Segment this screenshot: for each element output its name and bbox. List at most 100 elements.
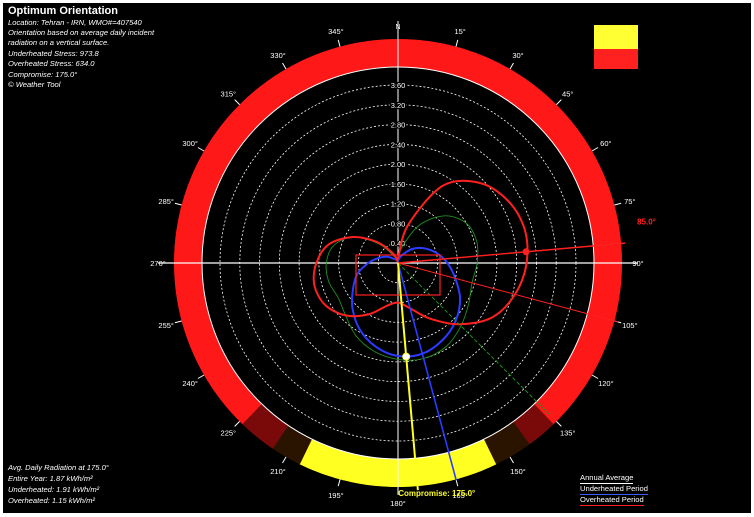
ring-segment <box>571 157 600 178</box>
ring-segment <box>404 458 414 487</box>
ring-segment <box>190 335 219 355</box>
angle-tick-label: 330° <box>270 51 286 60</box>
ring-segment <box>586 310 616 326</box>
angle-tick <box>197 147 205 152</box>
ring-segment <box>581 323 612 341</box>
ring-segment <box>389 458 398 487</box>
ring-segment <box>178 303 208 318</box>
compromise-line: Compromise: 175.0° <box>8 70 78 79</box>
ring-segment <box>584 317 614 333</box>
angle-tick-label: 225° <box>221 429 237 438</box>
ring-segment <box>374 39 386 69</box>
ring-segment <box>212 130 240 154</box>
ring-segment <box>538 107 565 133</box>
ring-segment <box>390 39 399 68</box>
ring-segment <box>552 125 580 149</box>
ring-segment <box>321 49 339 79</box>
angle-tick <box>337 479 341 487</box>
ring-segment <box>588 303 618 318</box>
north-label: N <box>395 24 400 31</box>
angle-tick <box>337 39 341 47</box>
ring-segment <box>556 372 584 396</box>
angle-tick <box>455 479 459 487</box>
angle-tick-label: 210° <box>270 467 286 476</box>
ring-segment <box>590 290 620 303</box>
ring-segment <box>286 64 307 94</box>
ring-segment <box>589 216 619 230</box>
ring-segment <box>586 201 616 217</box>
ring-segment <box>523 91 549 118</box>
ring-segment <box>174 246 203 257</box>
color-swatch-overheated <box>594 49 638 69</box>
ring-segment <box>265 421 289 449</box>
overheated-direction-line <box>397 242 626 264</box>
ring-segment <box>518 413 542 440</box>
ring-segment <box>543 113 571 138</box>
angle-tick <box>556 421 562 427</box>
ring-segment <box>241 403 267 430</box>
ring-segment <box>398 39 407 68</box>
ring-segment <box>523 408 548 436</box>
ring-segment <box>489 432 510 462</box>
radial-tick-label: 1.60 <box>391 180 406 189</box>
ring-segment <box>593 263 622 272</box>
ring-segment <box>184 185 215 203</box>
ring-segment <box>226 112 253 138</box>
ring-segment <box>593 255 622 264</box>
ring-segment <box>180 309 210 325</box>
best-overheated-label: 85.0° <box>637 217 656 226</box>
ring-segment <box>534 101 560 128</box>
ring-segment <box>177 296 207 310</box>
ring-segment <box>529 96 555 123</box>
ring-segment <box>180 200 210 216</box>
ring-segment <box>266 76 289 105</box>
angle-tick-label: 15° <box>454 27 465 36</box>
ring-segment <box>431 454 445 484</box>
radial-tick-label: 2.00 <box>391 160 406 169</box>
ring-segment <box>247 408 273 435</box>
ring-segment <box>187 329 217 347</box>
ring-segment <box>231 106 258 132</box>
angle-tick-label: 270° <box>150 259 166 268</box>
ring-segment <box>182 316 212 333</box>
radial-tick-label: 3.20 <box>391 101 406 110</box>
compromise-marker <box>402 352 411 361</box>
ring-segment <box>190 171 220 190</box>
ring-segment <box>507 421 530 450</box>
color-swatch-underheated <box>594 25 638 49</box>
ring-segment <box>177 215 207 229</box>
ring-segment <box>483 436 504 465</box>
ring-segment <box>225 388 253 413</box>
ring-segment <box>178 208 208 223</box>
ring-segment <box>366 456 378 486</box>
angle-tick-label: 195° <box>328 491 344 500</box>
ring-segment <box>279 68 301 97</box>
ring-segment <box>513 81 537 109</box>
radial-tick-label: 2.80 <box>391 121 406 130</box>
ring-segment <box>253 412 278 440</box>
ring-segment <box>477 439 497 468</box>
ring-segment <box>306 441 325 471</box>
ring-segment <box>445 45 461 75</box>
ring-segment <box>452 47 468 77</box>
ring-segment <box>560 137 589 160</box>
ring-segment <box>196 348 225 369</box>
ring-segment <box>573 342 603 362</box>
angle-tick <box>591 147 599 152</box>
ring-segment <box>259 417 283 445</box>
angle-tick <box>614 202 622 206</box>
ring-segment <box>292 61 313 90</box>
ring-segment <box>350 454 364 484</box>
angle-tick-label: 240° <box>182 379 198 388</box>
ring-segment <box>563 361 592 383</box>
overheated-stress: Overheated Stress: 634.0 <box>8 59 95 68</box>
angle-tick-label: 45° <box>562 89 573 98</box>
ring-segment <box>567 151 597 172</box>
radial-tick-label: 3.60 <box>391 81 406 90</box>
ring-segment <box>464 444 482 474</box>
angle-tick <box>174 320 182 324</box>
ring-segment <box>576 336 606 355</box>
ring-segment <box>457 447 475 477</box>
underheated-value: Underheated: 1.91 kWh/m² <box>8 485 100 494</box>
ring-segment <box>418 40 430 70</box>
